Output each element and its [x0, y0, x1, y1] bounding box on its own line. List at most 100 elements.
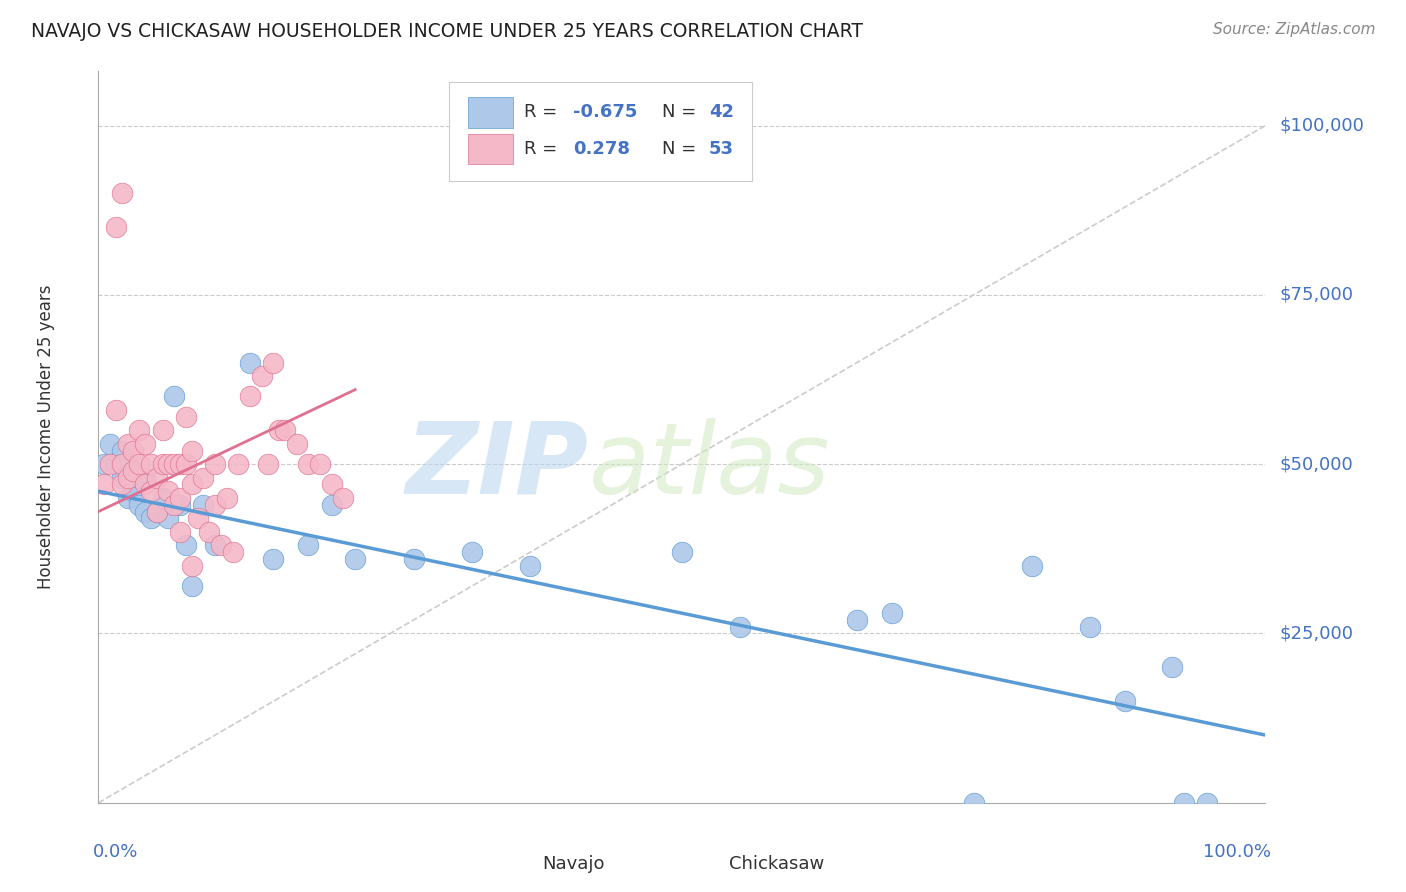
Point	[169, 498, 191, 512]
FancyBboxPatch shape	[468, 97, 513, 128]
Point	[163, 498, 186, 512]
Text: Chickasaw: Chickasaw	[728, 855, 824, 873]
FancyBboxPatch shape	[682, 853, 720, 876]
Point	[163, 389, 186, 403]
Point	[962, 796, 984, 810]
Point	[111, 443, 134, 458]
Point	[122, 464, 145, 478]
Point	[152, 491, 174, 505]
Point	[128, 423, 150, 437]
Point	[239, 389, 262, 403]
Point	[139, 484, 162, 499]
Point	[139, 457, 162, 471]
Point	[169, 491, 191, 505]
Point	[180, 579, 202, 593]
Point	[221, 545, 243, 559]
Point	[730, 620, 752, 634]
Point	[98, 437, 121, 451]
Point	[1021, 558, 1043, 573]
Point	[111, 477, 134, 491]
Point	[228, 457, 250, 471]
Text: 53: 53	[709, 140, 734, 158]
Point	[846, 613, 869, 627]
Point	[309, 457, 332, 471]
Point	[1114, 694, 1136, 708]
Point	[117, 457, 139, 471]
Text: Navajo: Navajo	[541, 855, 605, 873]
Text: 42: 42	[709, 103, 734, 121]
Text: atlas: atlas	[589, 417, 830, 515]
Text: N =: N =	[662, 103, 702, 121]
Point	[321, 498, 343, 512]
Point	[180, 443, 202, 458]
Point	[204, 498, 226, 512]
Point	[122, 443, 145, 458]
Point	[134, 471, 156, 485]
Point	[128, 457, 150, 471]
Point	[134, 505, 156, 519]
Point	[204, 538, 226, 552]
Point	[180, 477, 202, 491]
Point	[239, 355, 262, 369]
Point	[1080, 620, 1102, 634]
Point	[104, 220, 127, 235]
Point	[344, 552, 367, 566]
FancyBboxPatch shape	[495, 853, 533, 876]
Text: $25,000: $25,000	[1279, 624, 1354, 642]
Point	[117, 471, 139, 485]
Point	[157, 484, 180, 499]
Point	[262, 355, 284, 369]
FancyBboxPatch shape	[468, 134, 513, 164]
Point	[1195, 796, 1218, 810]
Text: N =: N =	[662, 140, 702, 158]
Text: $50,000: $50,000	[1279, 455, 1353, 473]
FancyBboxPatch shape	[449, 82, 752, 181]
Point	[146, 505, 169, 519]
Point	[880, 606, 903, 620]
Point	[98, 457, 121, 471]
Text: Source: ZipAtlas.com: Source: ZipAtlas.com	[1212, 22, 1375, 37]
Point	[204, 457, 226, 471]
Text: $100,000: $100,000	[1279, 117, 1364, 135]
Point	[262, 552, 284, 566]
Point	[250, 369, 273, 384]
Point	[256, 457, 278, 471]
Point	[169, 524, 191, 539]
Point	[163, 457, 186, 471]
Point	[93, 457, 115, 471]
Point	[671, 545, 693, 559]
Point	[187, 511, 209, 525]
Text: NAVAJO VS CHICKASAW HOUSEHOLDER INCOME UNDER 25 YEARS CORRELATION CHART: NAVAJO VS CHICKASAW HOUSEHOLDER INCOME U…	[31, 22, 863, 41]
Point	[152, 457, 174, 471]
Point	[104, 457, 127, 471]
Text: R =: R =	[524, 103, 564, 121]
Point	[332, 491, 354, 505]
Point	[117, 491, 139, 505]
Point	[169, 457, 191, 471]
Point	[321, 477, 343, 491]
Point	[146, 471, 169, 485]
Point	[274, 423, 297, 437]
Point	[1161, 660, 1184, 674]
Point	[297, 457, 319, 471]
Point	[122, 484, 145, 499]
Point	[215, 491, 238, 505]
Point	[519, 558, 541, 573]
Point	[193, 471, 215, 485]
Point	[174, 409, 197, 424]
Text: 0.0%: 0.0%	[93, 843, 138, 861]
Point	[297, 538, 319, 552]
Point	[152, 423, 174, 437]
Point	[146, 505, 169, 519]
Text: $75,000: $75,000	[1279, 285, 1354, 304]
Point	[209, 538, 232, 552]
Point	[174, 457, 197, 471]
Point	[157, 457, 180, 471]
Text: ZIP: ZIP	[405, 417, 589, 515]
Point	[111, 457, 134, 471]
Point	[128, 471, 150, 485]
Text: Householder Income Under 25 years: Householder Income Under 25 years	[37, 285, 55, 590]
Point	[198, 524, 221, 539]
Point	[117, 437, 139, 451]
Point	[180, 558, 202, 573]
